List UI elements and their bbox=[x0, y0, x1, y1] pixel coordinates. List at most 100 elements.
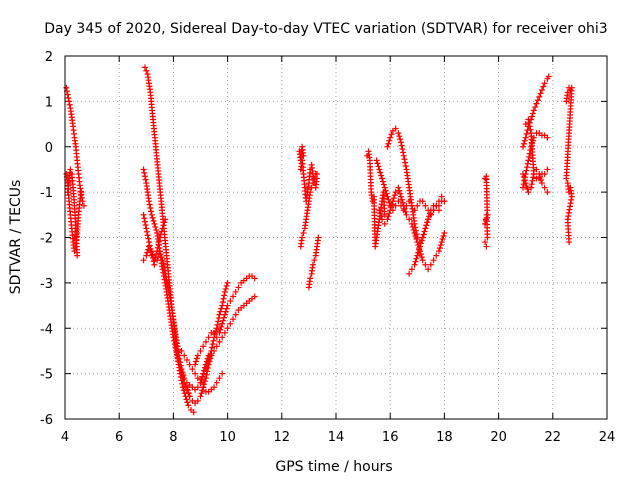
data-point bbox=[523, 130, 530, 137]
data-point bbox=[232, 311, 239, 318]
data-point bbox=[315, 234, 322, 241]
data-point bbox=[161, 219, 168, 226]
data-point bbox=[164, 281, 171, 288]
data-point bbox=[381, 220, 388, 227]
data-point bbox=[200, 384, 207, 391]
data-point bbox=[141, 215, 148, 222]
data-point bbox=[154, 257, 161, 264]
data-point bbox=[156, 237, 163, 244]
data-point bbox=[387, 134, 394, 141]
data-point bbox=[402, 159, 409, 166]
data-point bbox=[202, 338, 209, 345]
data-point bbox=[435, 207, 442, 214]
data-point bbox=[529, 110, 536, 117]
data-point bbox=[164, 284, 171, 291]
data-point bbox=[439, 236, 446, 243]
data-point bbox=[436, 245, 443, 252]
data-point bbox=[379, 175, 386, 182]
data-point bbox=[217, 326, 224, 333]
data-point bbox=[220, 295, 227, 302]
data-point bbox=[222, 308, 229, 315]
data-point bbox=[220, 314, 227, 321]
data-point bbox=[397, 136, 404, 143]
data-point bbox=[389, 201, 396, 208]
data-point bbox=[440, 232, 447, 239]
data-point bbox=[66, 98, 73, 105]
data-point bbox=[395, 198, 402, 205]
data-point bbox=[219, 299, 226, 306]
data-point bbox=[183, 384, 190, 391]
data-point bbox=[385, 196, 392, 203]
data-point bbox=[194, 375, 201, 382]
x-tick-label: 12 bbox=[274, 430, 291, 445]
data-point bbox=[222, 285, 229, 292]
data-point bbox=[230, 293, 237, 300]
data-point bbox=[397, 190, 404, 197]
data-point bbox=[523, 183, 530, 190]
data-point bbox=[213, 379, 220, 386]
data-point bbox=[177, 359, 184, 366]
data-point bbox=[380, 181, 387, 188]
data-point bbox=[414, 252, 421, 259]
data-point bbox=[385, 140, 392, 147]
data-point bbox=[525, 116, 532, 123]
x-tick-label: 18 bbox=[436, 430, 453, 445]
data-point bbox=[211, 334, 218, 341]
data-point bbox=[309, 180, 316, 187]
data-point bbox=[395, 130, 402, 137]
data-point bbox=[438, 193, 445, 200]
data-point bbox=[395, 184, 402, 191]
data-point bbox=[387, 207, 394, 214]
data-point bbox=[186, 393, 193, 400]
data-point bbox=[158, 254, 165, 261]
data-point bbox=[184, 399, 191, 406]
data-point bbox=[216, 338, 223, 345]
data-point bbox=[230, 316, 237, 323]
data-point bbox=[417, 243, 424, 250]
data-point bbox=[199, 373, 206, 380]
data-point bbox=[416, 246, 423, 253]
data-point bbox=[219, 370, 226, 377]
data-point bbox=[219, 334, 226, 341]
data-point bbox=[143, 67, 150, 74]
data-point bbox=[218, 323, 225, 330]
data-point bbox=[213, 325, 220, 332]
data-point bbox=[210, 337, 217, 344]
data-point bbox=[165, 287, 172, 294]
data-point bbox=[141, 169, 148, 176]
data-point bbox=[528, 181, 535, 188]
data-point bbox=[146, 198, 153, 205]
data-point bbox=[521, 137, 528, 144]
data-point bbox=[183, 357, 190, 364]
data-point bbox=[433, 202, 440, 209]
data-point bbox=[159, 225, 166, 232]
data-point bbox=[378, 172, 385, 179]
data-point bbox=[141, 218, 148, 225]
data-point bbox=[251, 275, 258, 282]
data-point bbox=[308, 184, 315, 191]
data-point bbox=[430, 207, 437, 214]
data-point bbox=[537, 90, 544, 97]
data-point bbox=[205, 357, 212, 364]
data-point bbox=[155, 241, 162, 248]
data-point bbox=[379, 178, 386, 185]
data-marks bbox=[63, 64, 575, 416]
data-point bbox=[541, 80, 548, 87]
data-point bbox=[162, 274, 169, 281]
data-point bbox=[197, 379, 204, 386]
data-point bbox=[148, 208, 155, 215]
y-tick-label: 2 bbox=[45, 50, 53, 65]
x-axis-label: GPS time / hours bbox=[275, 459, 392, 475]
data-point bbox=[520, 140, 527, 147]
data-point bbox=[417, 240, 424, 247]
data-point bbox=[142, 176, 149, 183]
data-point bbox=[198, 376, 205, 383]
data-point bbox=[399, 199, 406, 206]
data-point bbox=[373, 157, 380, 164]
data-point bbox=[374, 160, 381, 167]
data-point bbox=[441, 229, 448, 236]
data-point bbox=[427, 261, 434, 268]
data-point bbox=[533, 166, 540, 173]
data-point bbox=[392, 189, 399, 196]
